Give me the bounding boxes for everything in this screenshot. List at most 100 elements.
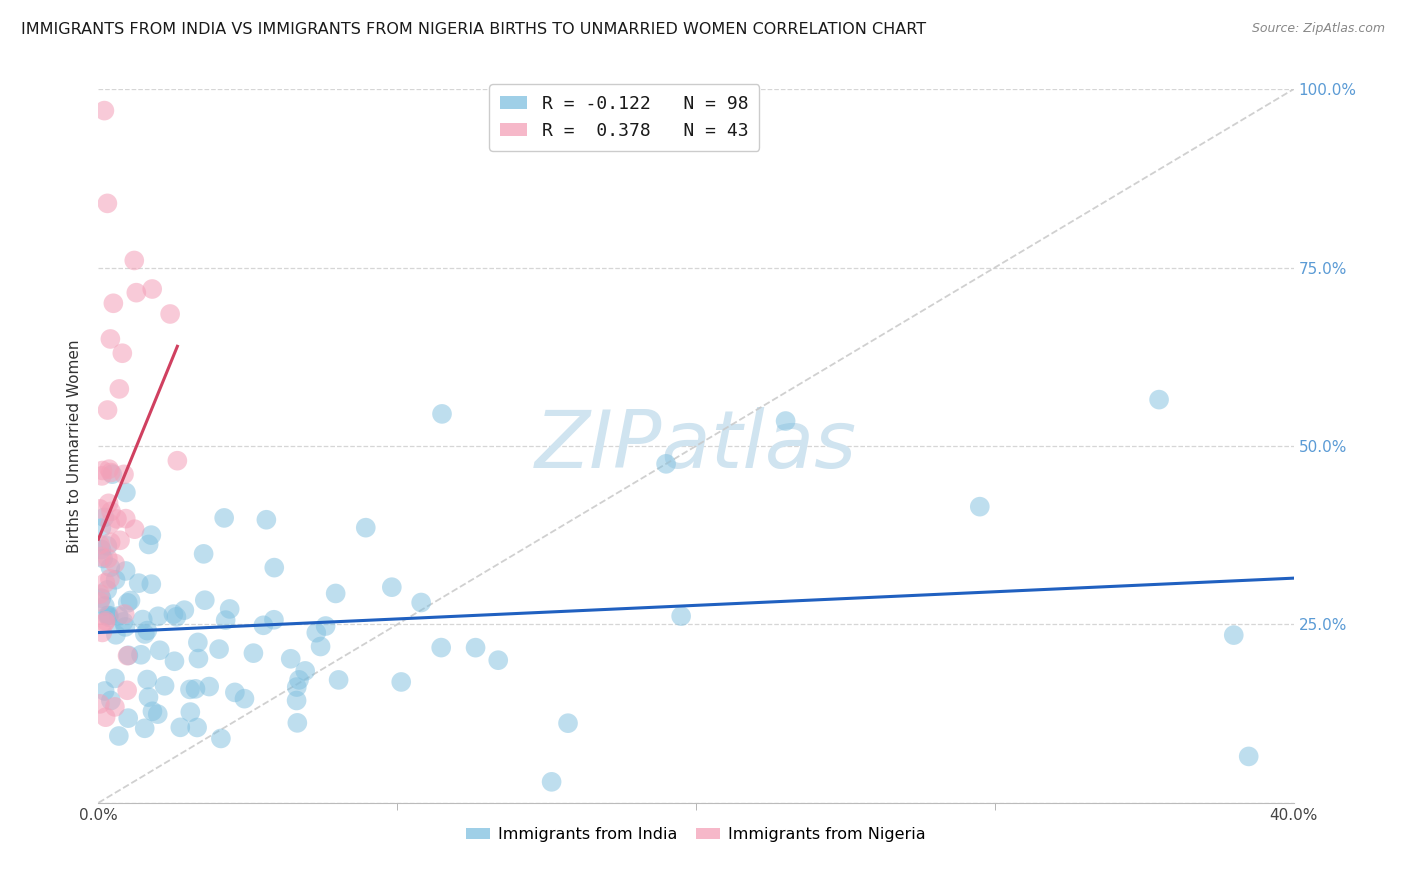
Point — [1147, 392, 1170, 407]
Point — [125, 285, 148, 300]
Legend: Immigrants from India, Immigrants from Nigeria: Immigrants from India, Immigrants from N… — [460, 821, 932, 848]
Point — [325, 586, 347, 600]
Point — [90, 542, 112, 557]
Point — [969, 500, 991, 514]
Point — [1223, 628, 1246, 642]
Point — [89, 697, 111, 711]
Point — [134, 721, 156, 735]
Point — [315, 619, 337, 633]
Point — [141, 704, 163, 718]
Point — [775, 414, 797, 428]
Point — [193, 547, 215, 561]
Point — [124, 522, 146, 536]
Point — [117, 648, 139, 663]
Point — [288, 673, 311, 687]
Point — [90, 469, 112, 483]
Point — [136, 673, 159, 687]
Point — [97, 608, 120, 623]
Point — [100, 535, 122, 549]
Point — [112, 615, 135, 629]
Point — [159, 307, 181, 321]
Point — [108, 533, 131, 548]
Point — [194, 593, 217, 607]
Point — [430, 407, 453, 421]
Point — [89, 595, 111, 609]
Text: IMMIGRANTS FROM INDIA VS IMMIGRANTS FROM NIGERIA BIRTHS TO UNMARRIED WOMEN CORRE: IMMIGRANTS FROM INDIA VS IMMIGRANTS FROM… — [21, 22, 927, 37]
Point — [146, 609, 169, 624]
Point — [96, 582, 118, 597]
Point — [309, 640, 332, 654]
Point — [173, 603, 195, 617]
Point — [389, 675, 412, 690]
Point — [90, 521, 112, 535]
Point — [165, 610, 187, 624]
Point — [93, 684, 115, 698]
Point — [138, 537, 160, 551]
Point — [104, 628, 127, 642]
Point — [179, 682, 201, 697]
Point — [100, 693, 122, 707]
Point — [91, 625, 114, 640]
Point — [120, 593, 142, 607]
Point — [149, 643, 172, 657]
Point — [132, 613, 155, 627]
Point — [98, 560, 122, 574]
Point — [114, 620, 136, 634]
Point — [254, 513, 277, 527]
Point — [89, 587, 111, 601]
Point — [124, 253, 146, 268]
Point — [285, 680, 308, 694]
Point — [89, 538, 111, 552]
Point — [93, 510, 115, 524]
Point — [117, 596, 139, 610]
Point — [114, 511, 136, 525]
Point — [97, 551, 120, 566]
Point — [214, 613, 236, 627]
Point — [464, 640, 486, 655]
Point — [94, 614, 117, 628]
Point — [669, 609, 692, 624]
Point — [96, 608, 118, 623]
Point — [117, 711, 139, 725]
Point — [101, 467, 124, 482]
Point — [153, 679, 176, 693]
Y-axis label: Births to Unmarried Women: Births to Unmarried Women — [67, 339, 83, 553]
Point — [112, 467, 135, 482]
Point — [100, 504, 122, 518]
Point — [540, 774, 562, 789]
Point — [94, 575, 117, 590]
Point — [107, 609, 129, 624]
Point — [91, 551, 114, 566]
Point — [354, 521, 377, 535]
Point — [98, 462, 121, 476]
Point — [166, 453, 188, 467]
Point — [187, 635, 209, 649]
Point — [98, 516, 121, 531]
Point — [655, 457, 678, 471]
Point — [104, 573, 127, 587]
Point — [103, 296, 125, 310]
Point — [208, 642, 231, 657]
Point — [97, 610, 120, 624]
Point — [263, 560, 285, 574]
Point — [94, 710, 117, 724]
Point — [129, 648, 152, 662]
Point — [94, 599, 117, 613]
Point — [141, 577, 163, 591]
Point — [141, 528, 163, 542]
Point — [280, 652, 302, 666]
Point — [128, 576, 150, 591]
Point — [198, 680, 221, 694]
Point — [105, 512, 128, 526]
Point — [285, 693, 308, 707]
Point — [430, 640, 453, 655]
Point — [557, 716, 579, 731]
Point — [224, 685, 246, 699]
Point — [98, 572, 121, 586]
Point — [115, 485, 138, 500]
Point — [111, 346, 134, 360]
Point — [96, 196, 118, 211]
Point — [186, 721, 208, 735]
Point — [108, 382, 131, 396]
Point — [179, 705, 201, 719]
